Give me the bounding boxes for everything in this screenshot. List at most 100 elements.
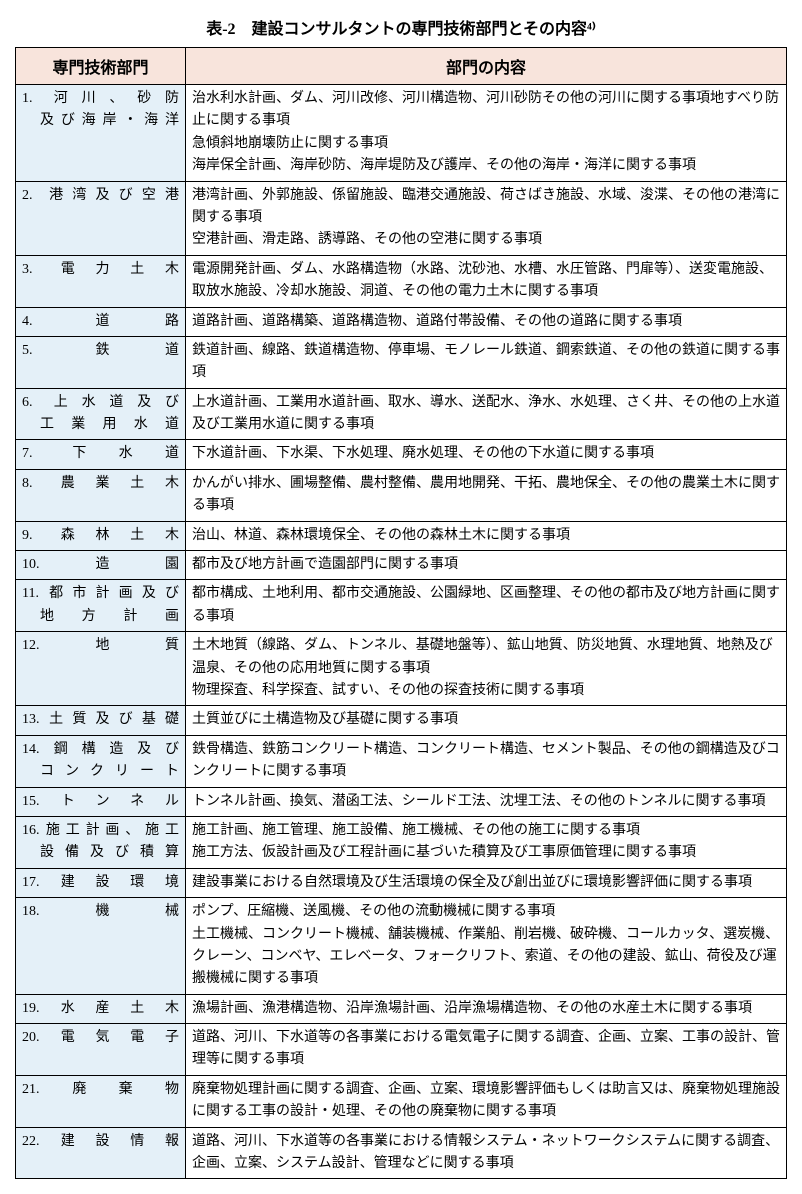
department-cell: 17.建設環境 — [16, 868, 186, 897]
row-number: 4. — [22, 311, 40, 333]
table-title: 表-2 建設コンサルタントの専門技術部門とその内容⁴⁾ — [15, 15, 787, 39]
table-row: 15.トンネルトンネル計画、換気、潜函工法、シールド工法、沈埋工法、その他のトン… — [16, 787, 787, 816]
department-text: 18.機械 — [22, 901, 179, 923]
department-cell: 6.上水道及び工業用水道 — [16, 388, 186, 440]
content-cell: 上水道計画、工業用水道計画、取水、導水、送配水、浄水、水処理、さく井、その他の上… — [186, 388, 787, 440]
row-number: 9. — [22, 525, 40, 547]
row-number: 20. — [22, 1027, 40, 1049]
header-department: 専門技術部門 — [16, 48, 186, 85]
content-cell: 電源開発計画、ダム、水路構造物（水路、沈砂池、水槽、水圧管路、門扉等）、送変電施… — [186, 255, 787, 307]
row-number: 6. — [22, 392, 40, 414]
row-number: 5. — [22, 340, 40, 362]
table-row: 11.都市計画及び地方計画都市構成、土地利用、都市交通施設、公園緑地、区画整理、… — [16, 580, 787, 632]
department-cell: 15.トンネル — [16, 787, 186, 816]
department-text: 工業用水道 — [22, 414, 179, 436]
row-number: 14. — [22, 739, 40, 761]
table-row: 3.電力土木電源開発計画、ダム、水路構造物（水路、沈砂池、水槽、水圧管路、門扉等… — [16, 255, 787, 307]
content-cell: トンネル計画、換気、潜函工法、シールド工法、沈埋工法、その他のトンネルに関する事… — [186, 787, 787, 816]
content-cell: かんがい排水、圃場整備、農村整備、農用地開発、干拓、農地保全、その他の農業土木に… — [186, 469, 787, 521]
content-cell: 建設事業における自然環境及び生活環境の保全及び創出並びに環境影響評価に関する事項 — [186, 868, 787, 897]
content-cell: 漁場計画、漁港構造物、沿岸漁場計画、沿岸漁場構造物、その他の水産土木に関する事項 — [186, 994, 787, 1023]
department-cell: 9.森林土木 — [16, 521, 186, 550]
table-row: 7.下水道下水道計画、下水渠、下水処理、廃水処理、その他の下水道に関する事項 — [16, 440, 787, 469]
row-number: 1. — [22, 88, 40, 110]
department-text: 地方計画 — [22, 606, 179, 628]
row-number: 13. — [22, 709, 40, 731]
department-text: 7.下水道 — [22, 443, 179, 465]
content-cell: 都市構成、土地利用、都市交通施設、公園緑地、区画整理、その他の都市及び地方計画に… — [186, 580, 787, 632]
table-row: 12.地質土木地質（線路、ダム、トンネル、基礎地盤等）、鉱山地質、防災地質、水理… — [16, 632, 787, 706]
department-cell: 10.造園 — [16, 551, 186, 580]
content-cell: 下水道計画、下水渠、下水処理、廃水処理、その他の下水道に関する事項 — [186, 440, 787, 469]
content-cell: 廃棄物処理計画に関する調査、企画、立案、環境影響評価もしくは助言又は、廃棄物処理… — [186, 1075, 787, 1127]
table-row: 19.水産土木漁場計画、漁港構造物、沿岸漁場計画、沿岸漁場構造物、その他の水産土… — [16, 994, 787, 1023]
department-cell: 4.道路 — [16, 307, 186, 336]
row-number: 7. — [22, 443, 40, 465]
department-cell: 3.電力土木 — [16, 255, 186, 307]
department-text: 16.施工計画、施工 — [22, 820, 179, 842]
table-row: 8.農業土木かんがい排水、圃場整備、農村整備、農用地開発、干拓、農地保全、その他… — [16, 469, 787, 521]
row-number: 22. — [22, 1131, 40, 1153]
content-cell: 治水利水計画、ダム、河川改修、河川構造物、河川砂防その他の河川に関する事項地すべ… — [186, 85, 787, 182]
department-cell: 20.電気電子 — [16, 1024, 186, 1076]
header-content: 部門の内容 — [186, 48, 787, 85]
content-cell: 土木地質（線路、ダム、トンネル、基礎地盤等）、鉱山地質、防災地質、水理地質、地熱… — [186, 632, 787, 706]
content-cell: 鉄骨構造、鉄筋コンクリート構造、コンクリート構造、セメント製品、その他の鋼構造及… — [186, 735, 787, 787]
department-text: 11.都市計画及び — [22, 583, 179, 605]
table-row: 21.廃棄物廃棄物処理計画に関する調査、企画、立案、環境影響評価もしくは助言又は… — [16, 1075, 787, 1127]
consulting-departments-table: 専門技術部門 部門の内容 1.河川、砂防及び海岸・海洋治水利水計画、ダム、河川改… — [15, 47, 787, 1179]
department-text: 22.建設情報 — [22, 1131, 179, 1153]
department-text: 13.土質及び基礎 — [22, 709, 179, 731]
table-row: 1.河川、砂防及び海岸・海洋治水利水計画、ダム、河川改修、河川構造物、河川砂防そ… — [16, 85, 787, 182]
row-number: 17. — [22, 872, 40, 894]
table-row: 2.港湾及び空港港湾計画、外郭施設、係留施設、臨港交通施設、荷さばき施設、水域、… — [16, 181, 787, 255]
department-text: 20.電気電子 — [22, 1027, 179, 1049]
table-row: 22.建設情報道路、河川、下水道等の各事業における情報システム・ネットワークシス… — [16, 1127, 787, 1179]
row-number: 3. — [22, 259, 40, 281]
department-cell: 14.鋼構造及びコンクリート — [16, 735, 186, 787]
content-cell: 治山、林道、森林環境保全、その他の森林土木に関する事項 — [186, 521, 787, 550]
department-text: 10.造園 — [22, 554, 179, 576]
row-number: 12. — [22, 635, 40, 657]
department-cell: 7.下水道 — [16, 440, 186, 469]
department-text: 5.鉄道 — [22, 340, 179, 362]
table-row: 20.電気電子道路、河川、下水道等の各事業における電気電子に関する調査、企画、立… — [16, 1024, 787, 1076]
department-cell: 2.港湾及び空港 — [16, 181, 186, 255]
row-number: 8. — [22, 473, 40, 495]
department-cell: 8.農業土木 — [16, 469, 186, 521]
department-text: 設備及び積算 — [22, 842, 179, 864]
department-text: 17.建設環境 — [22, 872, 179, 894]
department-cell: 19.水産土木 — [16, 994, 186, 1023]
department-text: 8.農業土木 — [22, 473, 179, 495]
department-cell: 22.建設情報 — [16, 1127, 186, 1179]
content-cell: 都市及び地方計画で造園部門に関する事項 — [186, 551, 787, 580]
content-cell: 施工計画、施工管理、施工設備、施工機械、その他の施工に関する事項施工方法、仮設計… — [186, 816, 787, 868]
table-row: 17.建設環境建設事業における自然環境及び生活環境の保全及び創出並びに環境影響評… — [16, 868, 787, 897]
row-number: 10. — [22, 554, 40, 576]
row-number: 16. — [22, 820, 40, 842]
department-text: 19.水産土木 — [22, 998, 179, 1020]
row-number: 15. — [22, 791, 40, 813]
content-cell: 道路、河川、下水道等の各事業における電気電子に関する調査、企画、立案、工事の設計… — [186, 1024, 787, 1076]
table-row: 6.上水道及び工業用水道上水道計画、工業用水道計画、取水、導水、送配水、浄水、水… — [16, 388, 787, 440]
department-text: 2.港湾及び空港 — [22, 185, 179, 207]
content-cell: ポンプ、圧縮機、送風機、その他の流動機械に関する事項土工機械、コンクリート機械、… — [186, 898, 787, 995]
department-cell: 21.廃棄物 — [16, 1075, 186, 1127]
department-text: 4.道路 — [22, 311, 179, 333]
department-cell: 12.地質 — [16, 632, 186, 706]
department-cell: 1.河川、砂防及び海岸・海洋 — [16, 85, 186, 182]
department-text: 12.地質 — [22, 635, 179, 657]
table-row: 4.道路道路計画、道路構築、道路構造物、道路付帯設備、その他の道路に関する事項 — [16, 307, 787, 336]
row-number: 18. — [22, 901, 40, 923]
department-text: 15.トンネル — [22, 791, 179, 813]
content-cell: 道路、河川、下水道等の各事業における情報システム・ネットワークシステムに関する調… — [186, 1127, 787, 1179]
content-cell: 鉄道計画、線路、鉄道構造物、停車場、モノレール鉄道、鋼索鉄道、その他の鉄道に関す… — [186, 336, 787, 388]
department-cell: 5.鉄道 — [16, 336, 186, 388]
department-text: 3.電力土木 — [22, 259, 179, 281]
department-cell: 13.土質及び基礎 — [16, 706, 186, 735]
department-cell: 11.都市計画及び地方計画 — [16, 580, 186, 632]
content-cell: 土質並びに土構造物及び基礎に関する事項 — [186, 706, 787, 735]
table-row: 16.施工計画、施工設備及び積算施工計画、施工管理、施工設備、施工機械、その他の… — [16, 816, 787, 868]
table-row: 10.造園都市及び地方計画で造園部門に関する事項 — [16, 551, 787, 580]
department-cell: 16.施工計画、施工設備及び積算 — [16, 816, 186, 868]
